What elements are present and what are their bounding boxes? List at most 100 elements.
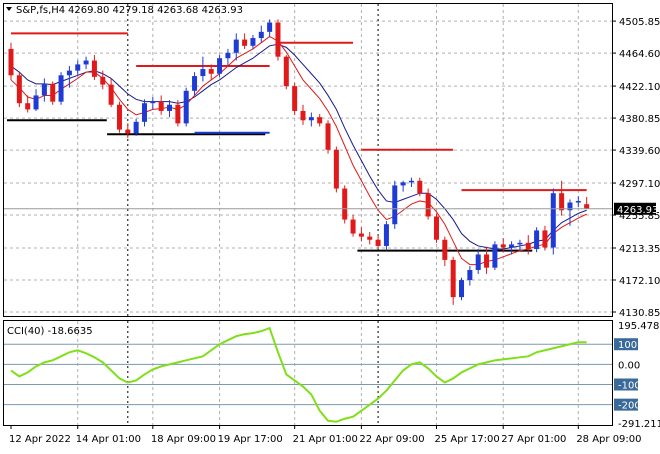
candle-body: [517, 242, 523, 245]
candle-body: [442, 239, 448, 260]
cci-tick-label: 0.00: [618, 360, 640, 371]
candle-body: [350, 219, 356, 234]
time-label: 21 Apr 01:00: [293, 434, 358, 445]
candle-body: [16, 75, 22, 104]
candle-body: [433, 216, 439, 240]
price-tick-label: 4505.85: [619, 17, 660, 28]
indicator-pane-frame: [3, 320, 613, 426]
candle-body: [300, 110, 306, 121]
candle-body: [584, 204, 590, 209]
candle-body: [150, 101, 156, 104]
candle-body: [217, 58, 223, 74]
cci-level-box: [614, 398, 638, 411]
indicator-grid: [4, 321, 612, 425]
candle-body: [425, 193, 431, 217]
candle-body: [116, 104, 122, 130]
candle-body: [58, 75, 64, 102]
candle-body: [367, 236, 373, 240]
price-tick-label: 4255.85: [619, 211, 660, 222]
candle-body: [25, 103, 31, 110]
symbol-label: S&P,fs,H4: [16, 5, 65, 16]
current-price-label: 4263.93: [617, 205, 658, 216]
current-price-box: [614, 202, 656, 215]
candle-body: [141, 103, 147, 122]
main-grid: [4, 4, 612, 316]
candle-body: [392, 185, 398, 225]
candle-body: [417, 180, 423, 194]
price-tick-label: 4213.35: [619, 244, 660, 255]
candle-body: [400, 182, 406, 186]
time-label: 19 Apr 17:00: [218, 434, 283, 445]
candle-body: [342, 188, 348, 220]
candle-body: [525, 242, 531, 250]
candle-body: [225, 52, 231, 59]
cci-tick-label: 100: [618, 340, 637, 351]
candle-body: [550, 193, 556, 248]
time-label: 27 Apr 01:00: [501, 434, 566, 445]
cci-tick-label: 195.4788: [618, 321, 660, 332]
candle-body: [33, 95, 39, 110]
candle-body: [308, 117, 314, 121]
candle-body: [275, 22, 281, 57]
price-tick-label: 4380.85: [619, 114, 660, 125]
ma-slow-line: [10, 43, 587, 250]
candle-body: [108, 84, 114, 105]
cci-tick-label: -291.2113: [618, 419, 660, 430]
cci-level-box: [614, 338, 638, 351]
candle-body: [333, 149, 339, 189]
candle-body: [258, 31, 264, 39]
candle-body: [567, 202, 573, 211]
candle-body: [375, 239, 381, 246]
candle-body: [283, 56, 289, 87]
candle-body: [325, 123, 331, 150]
cci-series: [10, 326, 587, 423]
cci-level-box: [614, 378, 638, 391]
cci-tick-label: -100: [618, 380, 641, 391]
dropdown-arrow-icon[interactable]: [6, 7, 12, 11]
candle-body: [250, 38, 256, 46]
candle-body: [534, 230, 540, 250]
cci-line: [10, 326, 587, 423]
candle-body: [125, 129, 131, 134]
price-series: [4, 19, 612, 305]
candle-body: [383, 224, 389, 246]
candle-body: [100, 76, 106, 85]
price-tick-label: 4464.60: [619, 49, 660, 60]
candle-body: [8, 48, 14, 76]
candle-body: [542, 230, 548, 248]
ma-fast-line: [10, 35, 587, 266]
candle-body: [492, 244, 498, 268]
candle-body: [167, 104, 173, 111]
candle-body: [91, 60, 97, 77]
candle-body: [200, 69, 206, 77]
candle-body: [559, 193, 565, 211]
candle-body: [233, 39, 239, 53]
main-pane-frame: [3, 3, 613, 317]
candle-body: [467, 269, 473, 281]
candle-body: [208, 69, 214, 74]
candle-body: [75, 64, 81, 71]
price-tick-label: 4172.10: [619, 276, 660, 287]
candle-body: [575, 200, 581, 203]
price-tick-label: 4339.60: [619, 146, 660, 157]
candle-body: [459, 280, 465, 298]
price-tick-label: 4297.10: [619, 179, 660, 190]
price-tick-label: 4422.10: [619, 82, 660, 93]
candle-body: [509, 244, 515, 248]
candle-body: [317, 117, 323, 124]
time-label: 12 Apr 2022: [9, 434, 71, 445]
candle-body: [484, 254, 490, 268]
candle-body: [183, 90, 189, 124]
time-label: 25 Apr 17:00: [434, 434, 499, 445]
time-label: 28 Apr 09:00: [576, 434, 641, 445]
price-tick-label: 4130.85: [619, 308, 660, 319]
candle-body: [66, 70, 72, 76]
axis-labels: 4505.85 4464.60 4422.10 4380.85 4339.60 4297.…: [9, 17, 660, 445]
candle-body: [450, 259, 456, 298]
candle-body: [133, 121, 139, 134]
ohlc-readout: 4269.80 4279.18 4263.68 4263.93: [68, 5, 243, 16]
candle-body: [50, 83, 56, 102]
candle-body: [41, 83, 47, 96]
